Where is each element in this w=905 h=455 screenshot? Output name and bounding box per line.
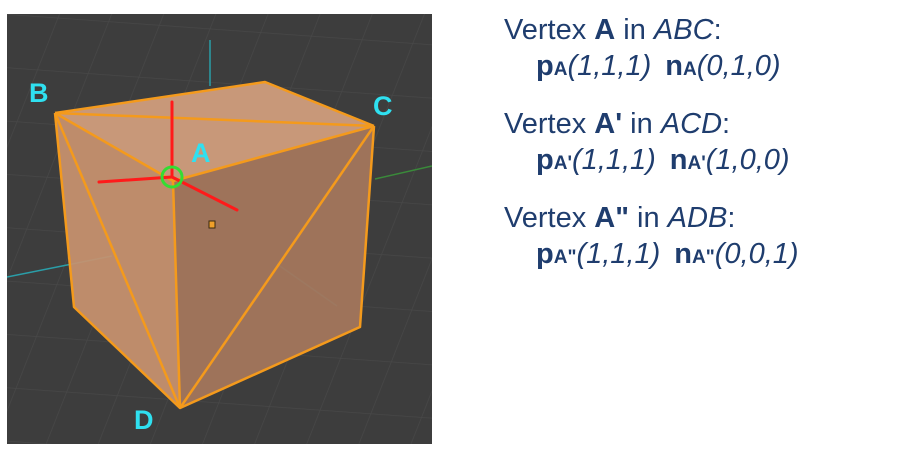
in-word: in	[628, 202, 668, 234]
vertex-attributes: pA'(1,1,1) nA'(1,0,0)	[504, 142, 899, 182]
heading-colon: :	[727, 202, 736, 234]
vertex-heading: Vertex A in ABC:	[504, 12, 899, 48]
position-value: (1,1,1)	[567, 50, 652, 82]
viewport-canvas: B C A D	[7, 14, 432, 444]
vertex-info-panel: Vertex A in ABC: pA(1,1,1) nA(0,1,0) Vert…	[504, 12, 899, 294]
normal-value: (0,0,1)	[714, 238, 799, 270]
triangle-name: ACD	[660, 108, 723, 140]
normal-letter: n	[669, 144, 688, 176]
position-letter: p	[536, 50, 554, 82]
normal-subscript: A'	[687, 153, 706, 174]
selected-vertex-circle-icon[interactable]	[160, 165, 184, 189]
vertex-heading: Vertex A" in ADB:	[504, 200, 899, 236]
in-word: in	[615, 14, 654, 46]
vertex-label-d: D	[134, 405, 154, 435]
position-subscript: A	[553, 59, 568, 80]
cube-edges	[53, 80, 376, 410]
vertex-prefix: Vertex	[504, 14, 595, 46]
vertex-prefix: Vertex	[504, 108, 595, 140]
normal-subscript: A	[683, 59, 697, 80]
heading-colon: :	[722, 108, 731, 140]
vertex-heading: Vertex A' in ACD:	[504, 106, 899, 142]
vertex-attributes: pA"(1,1,1) nA"(0,0,1)	[504, 236, 899, 276]
origin-dot-icon	[208, 220, 216, 229]
3d-viewport[interactable]: B C A D	[7, 14, 432, 444]
cube-top-face[interactable]	[55, 82, 374, 181]
vertex-attributes: pA(1,1,1) nA(0,1,0)	[504, 48, 899, 88]
vertex-prefix: Vertex	[504, 202, 595, 234]
triangle-name: ABC	[653, 14, 714, 46]
vertex-name: A	[594, 14, 616, 46]
transform-gizmo-icon[interactable]	[97, 100, 239, 212]
normal-subscript: A"	[692, 247, 715, 268]
vertex-name: A'	[594, 108, 623, 140]
vertex-info-block: Vertex A in ABC: pA(1,1,1) nA(0,1,0)	[504, 12, 899, 88]
position-subscript: A"	[553, 247, 577, 268]
position-letter: p	[536, 238, 554, 270]
normal-letter: n	[665, 50, 683, 82]
position-letter: p	[536, 144, 554, 176]
vertex-info-block: Vertex A' in ACD: pA'(1,1,1) nA'(1,0,0)	[504, 106, 899, 182]
position-subscript: A'	[553, 153, 572, 174]
vertex-name: A"	[594, 202, 629, 234]
vertex-info-block: Vertex A" in ADB: pA"(1,1,1) nA"(0,0,1)	[504, 200, 899, 276]
in-word: in	[622, 108, 661, 140]
normal-value: (1,0,0)	[705, 144, 790, 176]
x-axis-line	[374, 165, 432, 180]
vertex-label-b: B	[29, 78, 49, 108]
vertex-label-c: C	[373, 91, 393, 121]
normal-letter: n	[674, 238, 692, 270]
cube-front-face[interactable]	[173, 126, 374, 408]
position-value: (1,1,1)	[576, 238, 661, 270]
position-value: (1,1,1)	[571, 144, 656, 176]
vertex-label-a: A	[191, 138, 211, 168]
heading-colon: :	[713, 14, 722, 46]
triangle-name: ADB	[667, 202, 728, 234]
normal-value: (0,1,0)	[696, 50, 781, 82]
